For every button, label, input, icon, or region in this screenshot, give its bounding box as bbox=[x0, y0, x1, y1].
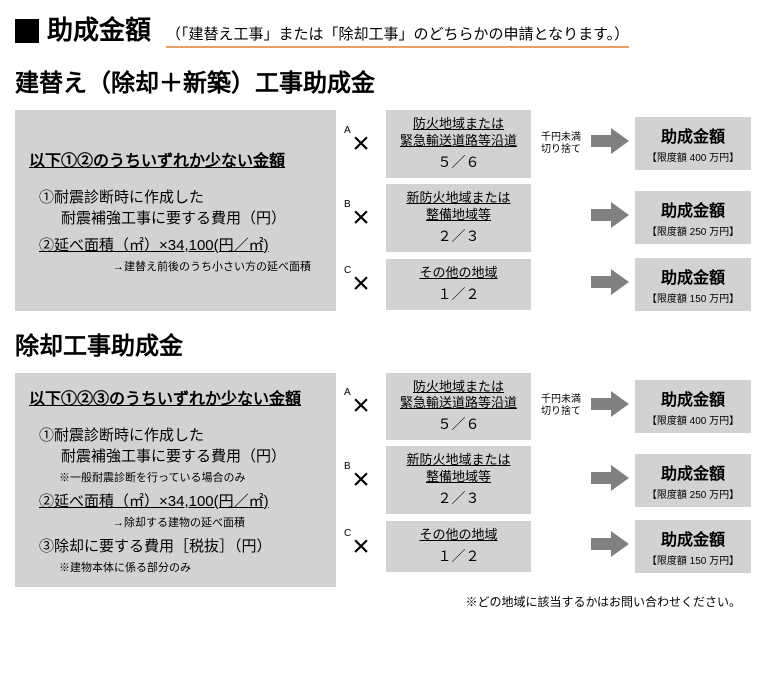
page-title: 助成金額 bbox=[47, 10, 151, 47]
formula-row: A×防火地域または緊急輸送道路等沿道５／６千円未満切り捨て助成金額【限度額 40… bbox=[342, 373, 751, 441]
section2-item1-note: ※一般耐震診断を行っている場合のみ bbox=[59, 469, 322, 485]
arrow-icon bbox=[591, 128, 629, 154]
section1-left-box: 以下①②のうちいずれか少ない金額 ①耐震診断時に作成した 耐震補強工事に要する費… bbox=[15, 110, 336, 311]
formula-row: C× その他の地域 １／２ 助成金額【限度額 150 万円】 bbox=[342, 520, 751, 573]
result-box: 助成金額【限度額 400 万円】 bbox=[635, 117, 751, 170]
result-title: 助成金額 bbox=[639, 197, 747, 221]
multiply-icon: B× bbox=[342, 201, 380, 235]
formula-row: A×防火地域または緊急輸送道路等沿道５／６千円未満切り捨て助成金額【限度額 40… bbox=[342, 110, 751, 178]
header-note: （「建替え工事」または「除却工事」のどちらかの申請となります。） bbox=[166, 23, 629, 48]
result-limit: 【限度額 400 万円】 bbox=[639, 412, 747, 427]
formula-row: B×新防火地域または整備地域等２／３助成金額【限度額 250 万円】 bbox=[342, 446, 751, 514]
region-name: 新防火地域または整備地域等 bbox=[394, 452, 523, 486]
region-box: 新防火地域または整備地域等２／３ bbox=[386, 184, 531, 252]
section2-item3-note: ※建物本体に係る部分のみ bbox=[59, 559, 322, 575]
region-box: その他の地域 １／２ bbox=[386, 521, 531, 572]
footnote: ※どの地域に該当するかはお問い合わせください。 bbox=[15, 593, 751, 610]
region-name: 新防火地域または整備地域等 bbox=[394, 190, 523, 224]
formula-row: B×新防火地域または整備地域等２／３助成金額【限度額 250 万円】 bbox=[342, 184, 751, 252]
section1-rows: A×防火地域または緊急輸送道路等沿道５／６千円未満切り捨て助成金額【限度額 40… bbox=[342, 110, 751, 311]
result-box: 助成金額【限度額 150 万円】 bbox=[635, 258, 751, 311]
section2-formula: 以下①②③のうちいずれか少ない金額 ①耐震診断時に作成した 耐震補強工事に要する… bbox=[15, 373, 751, 587]
section1-formula: 以下①②のうちいずれか少ない金額 ①耐震診断時に作成した 耐震補強工事に要する費… bbox=[15, 110, 751, 311]
arrow-icon bbox=[591, 391, 629, 417]
region-name: 防火地域または緊急輸送道路等沿道 bbox=[394, 379, 523, 413]
result-box: 助成金額【限度額 150 万円】 bbox=[635, 520, 751, 573]
region-fraction: ２／３ bbox=[394, 226, 523, 246]
result-limit: 【限度額 400 万円】 bbox=[639, 149, 747, 164]
result-box: 助成金額【限度額 250 万円】 bbox=[635, 454, 751, 507]
arrow-wrap bbox=[591, 128, 629, 159]
multiply-icon: A× bbox=[342, 127, 380, 161]
region-box: 防火地域または緊急輸送道路等沿道５／６ bbox=[386, 373, 531, 441]
region-box: その他の地域 １／２ bbox=[386, 259, 531, 310]
result-title: 助成金額 bbox=[639, 264, 747, 288]
result-box: 助成金額【限度額 250 万円】 bbox=[635, 191, 751, 244]
result-title: 助成金額 bbox=[639, 123, 747, 147]
row-label: A bbox=[344, 387, 351, 398]
region-name: 防火地域または緊急輸送道路等沿道 bbox=[394, 116, 523, 150]
region-box: 防火地域または緊急輸送道路等沿道５／６ bbox=[386, 110, 531, 178]
section2-rows: A×防火地域または緊急輸送道路等沿道５／６千円未満切り捨て助成金額【限度額 40… bbox=[342, 373, 751, 587]
row-label: C bbox=[344, 265, 351, 276]
region-name: その他の地域 bbox=[394, 527, 523, 544]
multiply-icon: B× bbox=[342, 463, 380, 497]
section2-left-header: 以下①②③のうちいずれか少ない金額 bbox=[29, 385, 322, 409]
result-limit: 【限度額 150 万円】 bbox=[639, 552, 747, 567]
region-fraction: ５／６ bbox=[394, 414, 523, 434]
header-square-icon bbox=[15, 19, 39, 43]
multiply-icon: C× bbox=[342, 530, 380, 564]
result-title: 助成金額 bbox=[639, 526, 747, 550]
result-title: 助成金額 bbox=[639, 460, 747, 484]
row-label: A bbox=[344, 125, 351, 136]
result-title: 助成金額 bbox=[639, 386, 747, 410]
row-label: B bbox=[344, 199, 351, 210]
multiply-icon: C× bbox=[342, 267, 380, 301]
region-fraction: １／２ bbox=[394, 546, 523, 566]
arrow-wrap bbox=[591, 531, 629, 562]
section2-item3: ③除却に要する費用［税抜］（円） bbox=[39, 536, 322, 557]
arrow-icon bbox=[591, 269, 629, 295]
result-limit: 【限度額 150 万円】 bbox=[639, 290, 747, 305]
arrow-icon bbox=[591, 531, 629, 557]
section2-left-box: 以下①②③のうちいずれか少ない金額 ①耐震診断時に作成した 耐震補強工事に要する… bbox=[15, 373, 336, 587]
row-label: B bbox=[344, 461, 351, 472]
page-header: 助成金額 （「建替え工事」または「除却工事」のどちらかの申請となります。） bbox=[15, 10, 751, 48]
arrow-wrap bbox=[591, 465, 629, 496]
section1-item2-note: →建替え前後のうち小さい方の延べ面積 bbox=[113, 258, 322, 274]
section2-item1: ①耐震診断時に作成した 耐震補強工事に要する費用（円） bbox=[39, 425, 322, 467]
section2-item2: ②延べ面積（㎡）×34,100(円／㎡) bbox=[39, 491, 322, 512]
arrow-wrap bbox=[591, 269, 629, 300]
result-limit: 【限度額 250 万円】 bbox=[639, 223, 747, 238]
section1-item1: ①耐震診断時に作成した 耐震補強工事に要する費用（円） bbox=[39, 187, 322, 229]
region-fraction: ２／３ bbox=[394, 488, 523, 508]
section1-title: 建替え（除却＋新築）工事助成金 bbox=[15, 63, 751, 98]
section1-item2: ②延べ面積（㎡）×34,100(円／㎡) bbox=[39, 235, 322, 256]
region-fraction: ５／６ bbox=[394, 152, 523, 172]
section1-left-header: 以下①②のうちいずれか少ない金額 bbox=[29, 147, 322, 171]
row-label: C bbox=[344, 528, 351, 539]
arrow-wrap bbox=[591, 391, 629, 422]
arrow-icon bbox=[591, 465, 629, 491]
arrow-icon bbox=[591, 202, 629, 228]
region-box: 新防火地域または整備地域等２／３ bbox=[386, 446, 531, 514]
section2-item2-note: →除却する建物の延べ面積 bbox=[113, 514, 322, 530]
arrow-wrap bbox=[591, 202, 629, 233]
region-name: その他の地域 bbox=[394, 265, 523, 282]
section2-title: 除却工事助成金 bbox=[15, 326, 751, 361]
result-limit: 【限度額 250 万円】 bbox=[639, 486, 747, 501]
multiply-icon: A× bbox=[342, 389, 380, 423]
formula-row: C× その他の地域 １／２ 助成金額【限度額 150 万円】 bbox=[342, 258, 751, 311]
result-box: 助成金額【限度額 400 万円】 bbox=[635, 380, 751, 433]
region-fraction: １／２ bbox=[394, 284, 523, 304]
rounding-note: 千円未満切り捨て bbox=[537, 132, 585, 156]
rounding-note: 千円未満切り捨て bbox=[537, 394, 585, 418]
